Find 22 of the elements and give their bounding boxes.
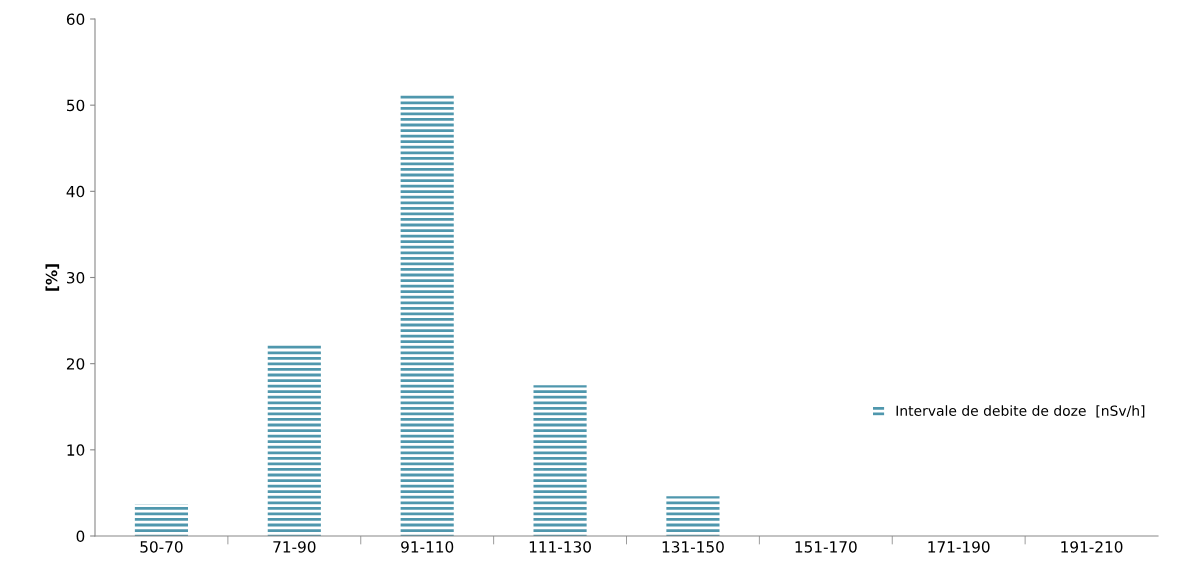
x-tick-label: 131-150 xyxy=(662,541,724,553)
bar xyxy=(267,342,321,536)
y-axis-title: [%] xyxy=(45,264,60,291)
y-tick-label: 20 xyxy=(66,358,85,370)
x-tick-label: 151-170 xyxy=(795,541,857,553)
y-tick-label: 40 xyxy=(66,185,85,198)
bar xyxy=(666,496,720,536)
legend-label: Intervale de debite de doze [nSv/h] xyxy=(896,405,1145,418)
y-tick-label: 60 xyxy=(66,13,85,26)
x-tick-label: 71-90 xyxy=(273,541,316,553)
bar xyxy=(134,504,189,536)
x-tick-label: 91-110 xyxy=(401,541,454,553)
y-tick-label: 50 xyxy=(67,99,85,112)
x-tick-label: 191-210 xyxy=(1061,541,1123,553)
y-tick-label: 30 xyxy=(67,271,85,284)
x-tick-label: 50-70 xyxy=(140,541,183,553)
x-tick-label: 111-130 xyxy=(529,541,591,553)
y-tick-label: 10 xyxy=(67,444,85,456)
x-tick-label: 171-190 xyxy=(928,541,990,553)
y-tick-label: 0 xyxy=(76,530,85,543)
bar xyxy=(533,385,587,536)
bar xyxy=(400,93,454,536)
